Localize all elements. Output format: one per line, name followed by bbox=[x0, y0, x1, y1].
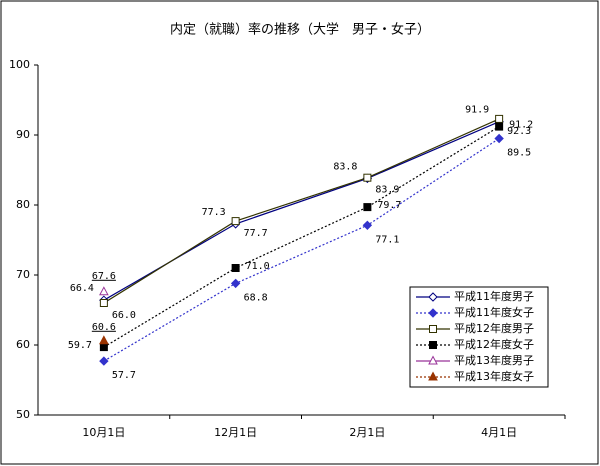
value-label: 83.9 bbox=[375, 185, 399, 196]
marker bbox=[428, 371, 438, 381]
marker bbox=[428, 355, 438, 365]
y-tick-label: 80 bbox=[16, 198, 30, 211]
value-label: 66.0 bbox=[112, 310, 136, 321]
marker bbox=[428, 292, 438, 302]
marker bbox=[429, 325, 437, 333]
marker bbox=[231, 217, 240, 226]
marker bbox=[494, 133, 504, 144]
y-tick-label: 60 bbox=[16, 338, 30, 351]
value-label: 83.8 bbox=[333, 161, 357, 172]
chart-title: 内定（就職）率の推移（大学 男子・女子） bbox=[170, 22, 430, 38]
value-label: 60.6 bbox=[92, 322, 116, 333]
x-tick-label: 12月1日 bbox=[214, 426, 257, 439]
value-label: 77.3 bbox=[202, 207, 226, 218]
marker bbox=[231, 264, 240, 272]
legend-box bbox=[409, 286, 549, 388]
legend-label: 平成11年度男子 bbox=[454, 289, 534, 303]
series-line bbox=[103, 126, 500, 348]
marker bbox=[363, 173, 372, 182]
value-label: 91.9 bbox=[465, 105, 489, 116]
x-tick-label: 10月1日 bbox=[82, 426, 125, 439]
y-tick-label: 50 bbox=[16, 408, 30, 421]
legend-label: 平成13年度女子 bbox=[454, 369, 534, 383]
marker bbox=[99, 335, 109, 345]
marker bbox=[495, 122, 504, 131]
marker bbox=[230, 278, 241, 289]
legend-label: 平成12年度男子 bbox=[454, 321, 534, 335]
x-tick-label: 2月1日 bbox=[349, 426, 385, 439]
value-label: 91.2 bbox=[509, 120, 533, 131]
series-line bbox=[103, 118, 500, 304]
marker bbox=[363, 203, 372, 212]
legend-label: 平成12年度女子 bbox=[454, 337, 534, 351]
value-label: 66.4 bbox=[70, 283, 94, 294]
marker bbox=[99, 343, 108, 352]
value-label: 59.7 bbox=[68, 340, 92, 351]
marker bbox=[429, 341, 437, 349]
marker bbox=[99, 356, 109, 366]
value-label: 68.8 bbox=[244, 292, 268, 303]
marker bbox=[99, 299, 108, 307]
value-label: 79.7 bbox=[377, 200, 401, 211]
value-label: 92.3 bbox=[507, 126, 531, 137]
value-label: 67.6 bbox=[92, 271, 116, 282]
legend-label: 平成11年度女子 bbox=[454, 305, 534, 319]
y-tick-label: 70 bbox=[16, 268, 30, 281]
value-label: 89.5 bbox=[507, 148, 531, 159]
y-tick-label: 100 bbox=[9, 58, 30, 71]
value-label: 71.0 bbox=[246, 261, 270, 272]
marker bbox=[362, 220, 373, 231]
value-label: 77.7 bbox=[244, 228, 268, 239]
y-tick-label: 90 bbox=[16, 128, 30, 141]
marker bbox=[428, 308, 438, 318]
x-tick-label: 4月1日 bbox=[481, 426, 517, 439]
legend-label: 平成13年度男子 bbox=[454, 353, 534, 367]
value-label: 57.7 bbox=[112, 370, 136, 381]
marker bbox=[495, 114, 504, 123]
value-label: 77.1 bbox=[375, 234, 399, 245]
series-line bbox=[103, 137, 500, 362]
marker bbox=[99, 286, 109, 296]
